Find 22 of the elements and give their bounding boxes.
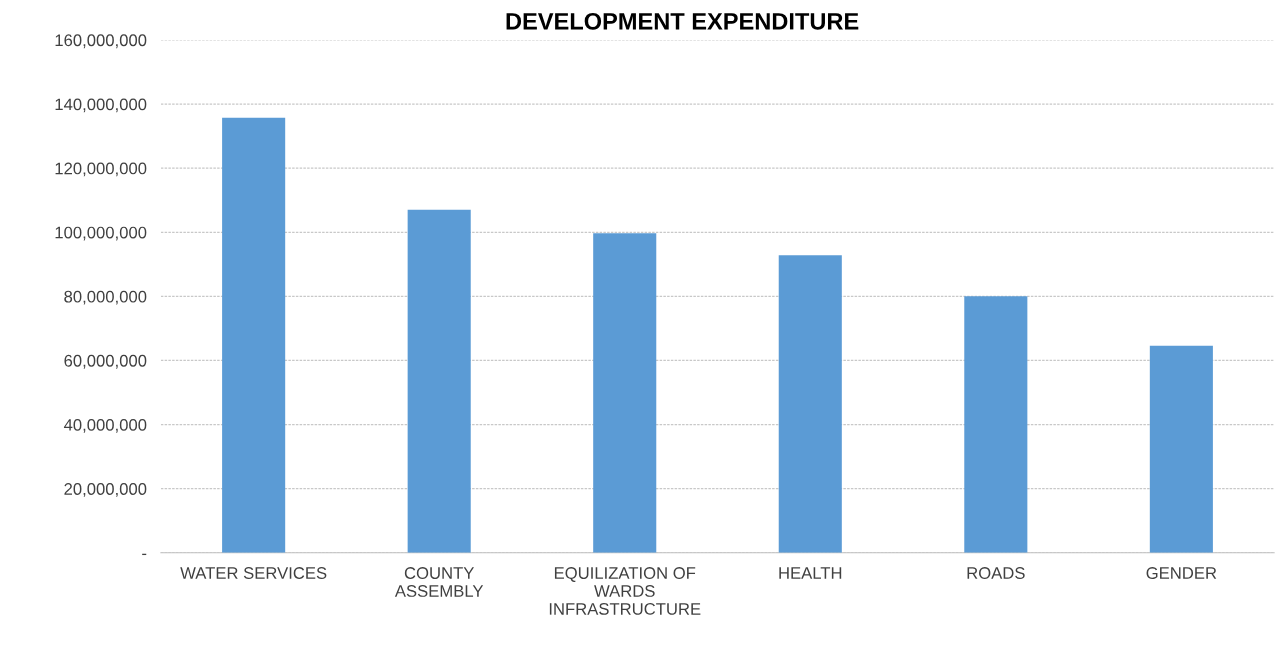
y-tick-label: 40,000,000 — [63, 418, 147, 433]
x-tick-label: EQUILIZATION OF WARDS INFRASTRUCTURE — [549, 567, 701, 615]
bar — [778, 255, 842, 553]
bar — [964, 296, 1028, 553]
y-tick-label: 80,000,000 — [64, 290, 147, 305]
chart-title: DEVELOPMENT EXPENDITURE — [506, 12, 859, 30]
y-tick-label: 60,000,000 — [64, 354, 147, 369]
y-tick-label: 160,000,000 — [55, 34, 147, 49]
bar — [1149, 345, 1213, 553]
x-tick-label: HEALTH — [779, 567, 842, 579]
x-tick-label: ROADS — [967, 567, 1025, 579]
y-tick-label: 140,000,000 — [55, 98, 147, 113]
bar — [222, 117, 286, 553]
bar — [593, 233, 657, 553]
x-tick-label: GENDER — [1146, 567, 1217, 579]
y-tick-label: 100,000,000 — [55, 226, 147, 241]
x-tick-label: COUNTY ASSEMBLY — [394, 567, 484, 597]
x-tick-label: WATER SERVICES — [180, 567, 327, 579]
y-tick-label: - — [142, 553, 147, 556]
bar — [407, 209, 471, 553]
y-tick-label: 120,000,000 — [55, 162, 147, 177]
y-tick-label: 20,000,000 — [64, 483, 147, 497]
